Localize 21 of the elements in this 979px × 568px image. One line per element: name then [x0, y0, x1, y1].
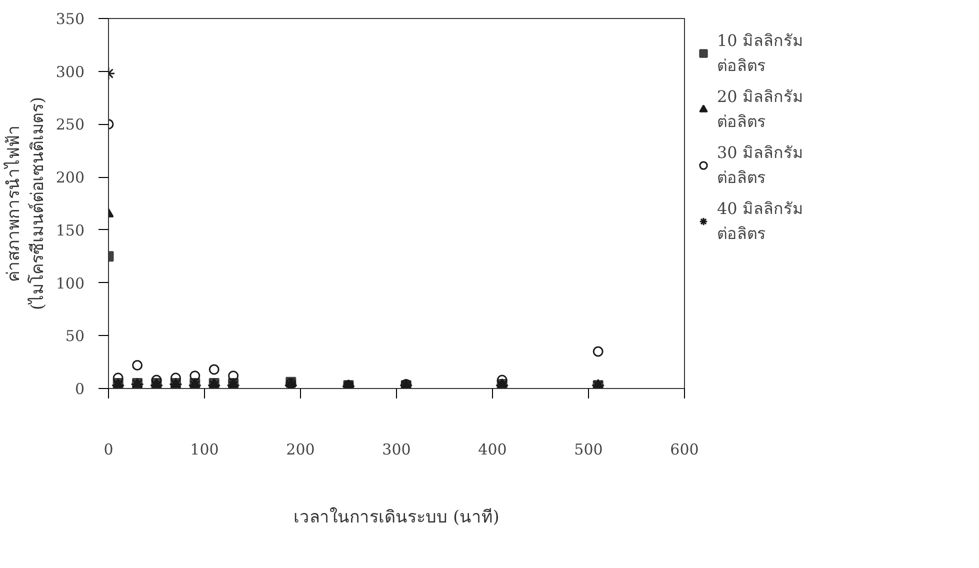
x-tick-label: 500	[574, 440, 603, 458]
x-tick-label: 300	[382, 440, 411, 458]
x-tick-label: 600	[670, 440, 699, 458]
y-tick-label: 250	[56, 116, 85, 134]
y-tick-label: 50	[65, 327, 85, 346]
x-axis-title: เวลาในการเดินระบบ (นาที)	[294, 506, 500, 528]
y-tick-label: 150	[56, 221, 85, 240]
legend-label: 30 มิลลิกรัม ต่อลิตร	[717, 142, 804, 189]
y-axis-title: ค่าสภาพการนำไฟฟ้า (ไมโครซีเมนต์ต่อเซนติเมตร)	[2, 96, 48, 310]
x-tick-label: 0	[104, 440, 114, 458]
y-tick-label: 350	[56, 10, 85, 28]
y-tick-label: 300	[56, 62, 85, 81]
y-tick-label: 200	[56, 168, 85, 187]
legend-label: 40 มิลลิกรัม ต่อลิตร	[717, 198, 804, 245]
x-tick-label: 200	[286, 440, 315, 458]
legend-label: 10 มิลลิกรัม ต่อลิตร	[717, 30, 804, 77]
y-tick-label: 0	[74, 380, 85, 398]
legend-label: 20 มิลลิกรัม ต่อลิตร	[717, 86, 804, 133]
x-tick-label: 400	[478, 440, 507, 458]
y-tick-label: 100	[56, 274, 85, 292]
x-tick-label: 100	[190, 440, 219, 458]
